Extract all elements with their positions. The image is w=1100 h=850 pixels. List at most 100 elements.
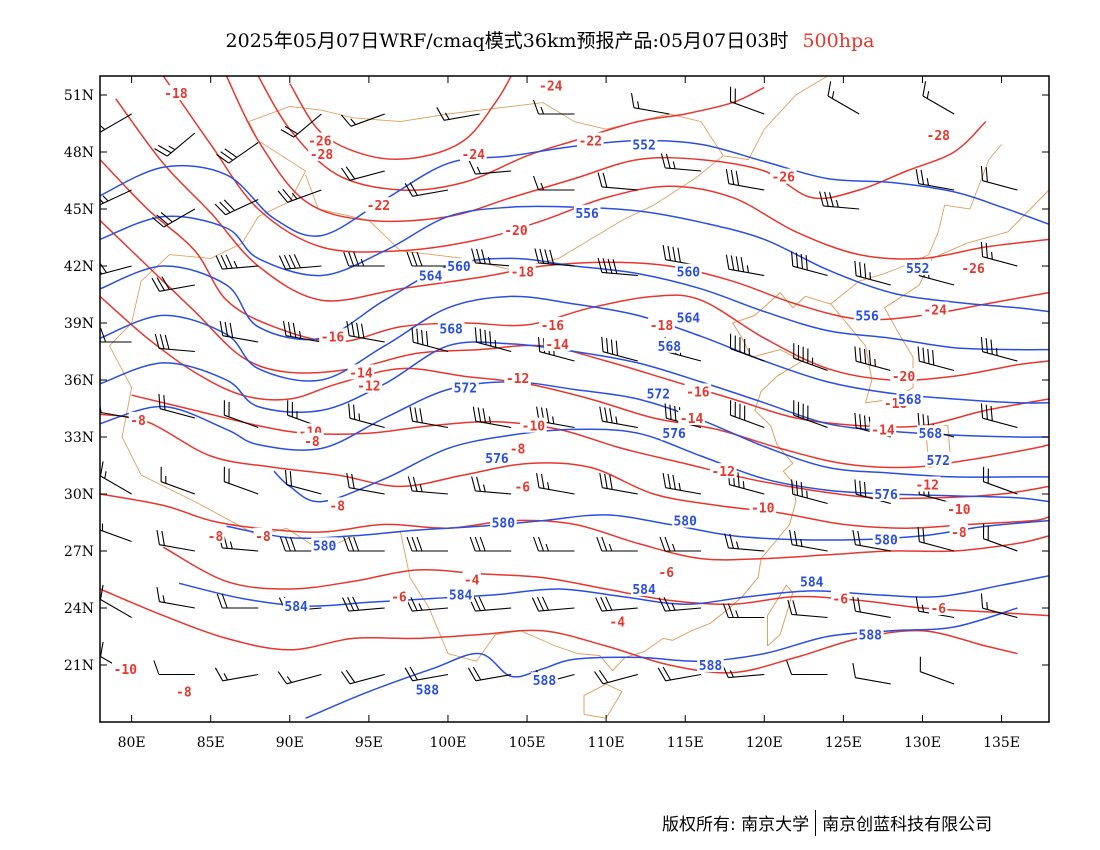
wind-barb — [474, 327, 512, 353]
temperature-label-bg — [749, 499, 777, 515]
wind-barb — [405, 596, 449, 612]
wind-barb — [786, 660, 828, 676]
temperature-label: -18 — [650, 319, 674, 334]
wind-barb — [531, 596, 575, 612]
wind-barb — [789, 530, 828, 552]
wind-barb — [595, 596, 638, 612]
height-label: 556 — [575, 207, 599, 222]
height-label-bg — [447, 586, 474, 602]
title-main: 2025年05月07日WRF/cmaq模式36km预报产品:05月07日03时 — [225, 30, 789, 52]
wind-barb — [660, 153, 702, 172]
wind-barb — [536, 473, 575, 495]
height-label: 556 — [855, 309, 879, 324]
temperature-label-bg — [543, 335, 571, 351]
height-label-bg — [872, 486, 900, 501]
wind-barb — [917, 346, 955, 372]
temperature-label: -20 — [504, 224, 528, 239]
wind-barb — [597, 257, 638, 277]
wind-barb — [793, 400, 828, 429]
temperature-label: -4 — [609, 615, 625, 630]
height-label-bg — [656, 337, 683, 353]
wind-barb — [468, 596, 512, 612]
temperature-label: -8 — [255, 530, 271, 545]
wind-barb — [436, 107, 480, 121]
lon-tick-label: 95E — [355, 735, 383, 751]
pressure-level-label: 500hpa — [802, 30, 875, 52]
temperature-label: -14 — [349, 366, 373, 381]
temperature-label-bg — [657, 563, 676, 579]
temperature-contour — [257, 76, 765, 192]
height-label-bg — [856, 626, 884, 642]
height-label-bg — [452, 379, 479, 395]
temperature-label-bg — [520, 417, 547, 433]
lon-tick-label: 100E — [429, 735, 466, 751]
plot-frame — [99, 75, 1050, 723]
wind-barb — [343, 251, 385, 267]
temperature-label: -26 — [308, 135, 332, 150]
wind-barb — [278, 254, 322, 270]
height-label-bg — [853, 307, 881, 323]
copyright-separator — [815, 810, 817, 836]
wind-barb — [223, 400, 259, 429]
height-label-bg — [671, 512, 699, 528]
wind-barb — [601, 336, 638, 362]
temperature-label-bg — [537, 77, 565, 93]
temperature-label-bg — [577, 132, 604, 148]
wind-barb — [467, 666, 512, 682]
temperature-label: -16 — [321, 330, 345, 345]
wind-barb — [100, 327, 132, 343]
height-contour — [100, 381, 1049, 478]
temperature-label-bg — [769, 168, 797, 184]
wind-barb — [223, 466, 259, 495]
height-label: 564 — [677, 311, 701, 326]
lat-tick-label: 33N — [64, 430, 94, 446]
wind-barb — [532, 99, 575, 115]
temperature-label: -22 — [367, 199, 390, 214]
temperature-label: -8 — [304, 435, 320, 450]
wind-barb — [100, 461, 132, 495]
temperature-label: -26 — [772, 171, 796, 186]
wind-barb — [282, 321, 322, 343]
temperature-label: -8 — [130, 414, 146, 429]
height-label-bg — [414, 681, 441, 697]
height-label: 584 — [800, 575, 824, 590]
wind-barb — [151, 276, 195, 292]
height-label-bg — [630, 136, 658, 152]
height-label-bg — [660, 425, 688, 441]
wind-barb — [980, 593, 1018, 619]
temperature-label-bg — [678, 410, 705, 425]
wind-barb — [348, 403, 385, 429]
temperature-label: -12 — [506, 372, 529, 387]
wind-barb — [915, 169, 955, 191]
wind-barb — [406, 536, 448, 552]
wind-barb — [536, 406, 575, 429]
temperature-label: -6 — [514, 480, 530, 495]
height-label: 568 — [919, 427, 943, 442]
wind-barb — [657, 666, 702, 682]
temperature-label-bg — [684, 383, 712, 399]
lon-tick-label: 90E — [276, 735, 304, 751]
lon-tick-label: 120E — [746, 735, 783, 751]
wind-barb — [100, 523, 132, 543]
lat-tick-label: 45N — [64, 202, 94, 218]
lon-tick-label: 135E — [983, 735, 1020, 751]
wind-barb — [152, 208, 196, 228]
temperature-label: -26 — [961, 262, 985, 277]
wind-barb — [827, 81, 860, 115]
height-contour — [178, 574, 1049, 607]
temperature-contour — [162, 546, 1049, 617]
temperature-label: -8 — [951, 526, 967, 541]
temperature-label-bg — [648, 316, 675, 332]
temperature-label: -14 — [680, 412, 704, 427]
temperature-label: -10 — [522, 420, 546, 435]
temperature-label-bg — [921, 301, 949, 317]
height-label-bg — [917, 425, 944, 441]
island-outline — [767, 584, 794, 647]
temperature-label: -24 — [923, 304, 947, 319]
wind-barb — [729, 86, 765, 115]
island-outline — [583, 683, 623, 719]
wind-barb — [722, 603, 765, 619]
height-label: 552 — [906, 262, 929, 277]
temperature-label-bg — [308, 145, 335, 161]
lon-tick-label: 130E — [904, 735, 941, 751]
